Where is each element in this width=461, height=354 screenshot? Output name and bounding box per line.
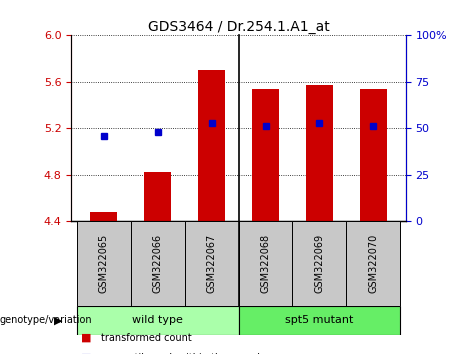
- Bar: [292, 221, 346, 306]
- Bar: [360, 89, 387, 221]
- Text: GSM322070: GSM322070: [368, 234, 378, 293]
- Bar: [185, 221, 239, 306]
- Bar: [144, 172, 171, 221]
- Bar: [77, 221, 131, 306]
- Text: GSM322066: GSM322066: [153, 234, 163, 293]
- Text: wild type: wild type: [132, 315, 183, 325]
- Text: transformed count: transformed count: [101, 333, 192, 343]
- Text: genotype/variation: genotype/variation: [0, 315, 93, 325]
- Text: ■: ■: [81, 353, 91, 354]
- Bar: [77, 306, 239, 335]
- Bar: [131, 221, 185, 306]
- Text: ▶: ▶: [54, 315, 62, 325]
- Bar: [239, 306, 400, 335]
- Bar: [198, 70, 225, 221]
- Text: GSM322068: GSM322068: [260, 234, 271, 293]
- Text: percentile rank within the sample: percentile rank within the sample: [101, 353, 266, 354]
- Bar: [252, 89, 279, 221]
- Title: GDS3464 / Dr.254.1.A1_at: GDS3464 / Dr.254.1.A1_at: [148, 21, 330, 34]
- Bar: [90, 212, 117, 221]
- Text: GSM322065: GSM322065: [99, 234, 109, 293]
- Bar: [239, 221, 292, 306]
- Bar: [346, 221, 400, 306]
- Text: spt5 mutant: spt5 mutant: [285, 315, 354, 325]
- Bar: [306, 85, 333, 221]
- Text: GSM322069: GSM322069: [314, 234, 325, 293]
- Text: GSM322067: GSM322067: [207, 234, 217, 293]
- Text: ■: ■: [81, 333, 91, 343]
